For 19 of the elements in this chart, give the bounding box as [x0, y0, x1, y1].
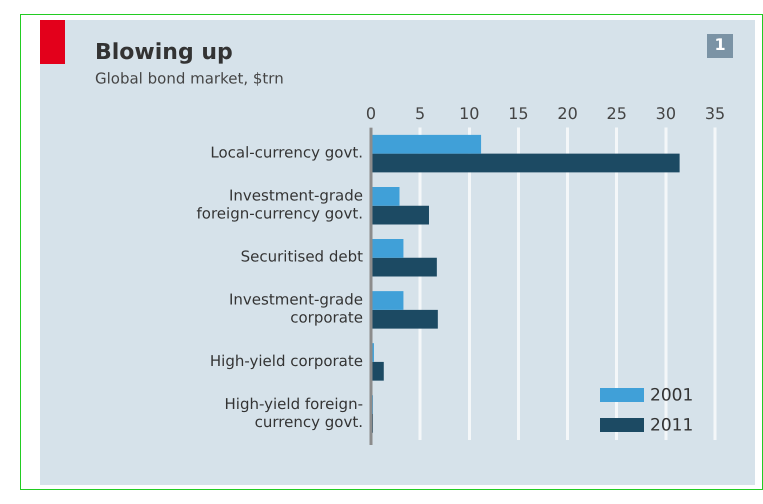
- x-tick-label: 10: [459, 104, 480, 124]
- x-tick-label: 0: [366, 104, 376, 124]
- text: Blowing up: [95, 40, 233, 65]
- y-tick-label: Investment-grade corporate: [228, 290, 363, 327]
- x-tick-label: 20: [557, 104, 578, 124]
- y-tick-label: High-yield corporate: [210, 352, 363, 370]
- text: Global bond market, $trn: [95, 69, 284, 88]
- x-tick-label: 5: [415, 104, 426, 124]
- x-tick-label: 35: [704, 104, 726, 124]
- x-tick-label: 15: [508, 104, 529, 124]
- legend-label: 2001: [650, 385, 694, 406]
- y-tick-label: Securitised debt: [240, 248, 364, 266]
- y-tick-label: Investment-grade foreign-currency govt.: [196, 186, 363, 223]
- y-tick-label: Local-currency govt.: [210, 144, 363, 162]
- y-tick-label: High-yield foreign-currency govt.: [224, 394, 363, 431]
- legend-label: 2011: [650, 415, 694, 436]
- text: 1: [714, 35, 726, 54]
- x-tick-label: 25: [606, 104, 627, 124]
- x-tick-label: 30: [656, 104, 676, 124]
